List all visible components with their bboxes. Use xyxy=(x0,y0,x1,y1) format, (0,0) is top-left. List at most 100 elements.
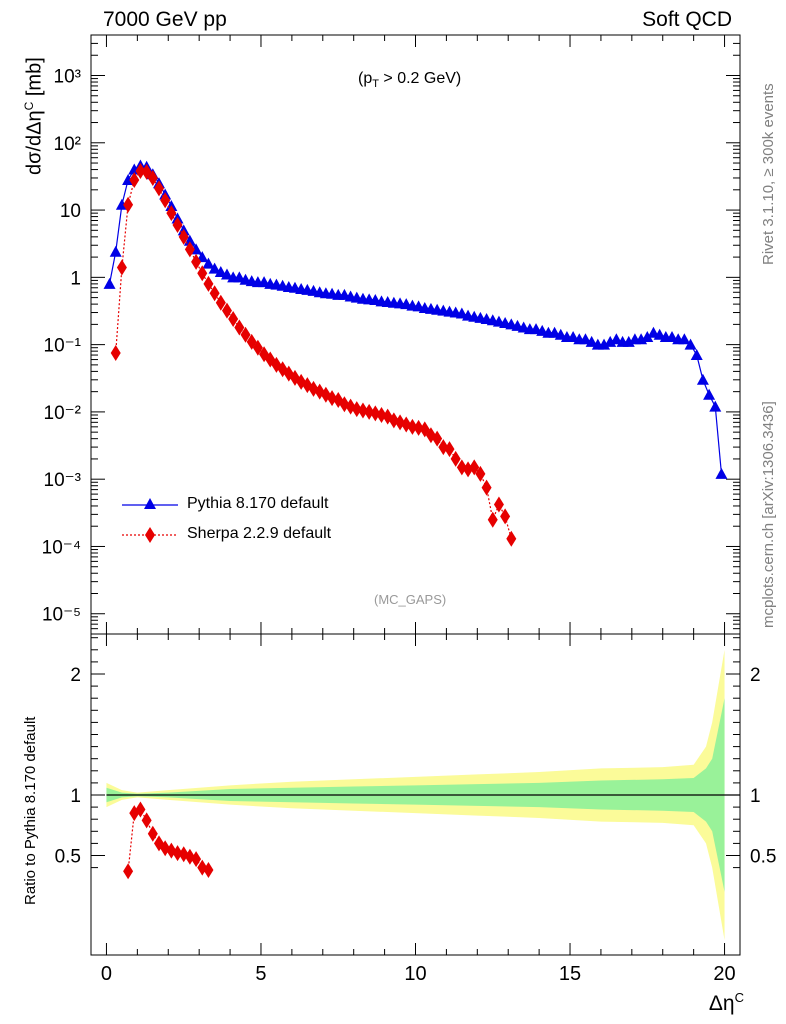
sherpa-point xyxy=(327,390,338,407)
top-y-tick-label: 1 xyxy=(70,268,81,289)
pythia-point xyxy=(103,277,116,289)
sherpa-point xyxy=(506,530,517,547)
sherpa-point xyxy=(413,419,424,436)
cut-label-rest: > 0.2 GeV) xyxy=(378,70,462,87)
sherpa-point xyxy=(376,406,387,423)
sherpa-ratio-point xyxy=(191,851,202,868)
top-y-tick-label: 10³ xyxy=(54,67,81,88)
sherpa-point xyxy=(178,228,189,245)
x-tick-label: 10 xyxy=(404,963,426,985)
sherpa-point xyxy=(444,441,455,458)
sherpa-point xyxy=(252,339,263,356)
sherpa-point xyxy=(197,265,208,282)
cut-label-main: (p xyxy=(358,70,373,87)
sherpa-point xyxy=(184,241,195,258)
sherpa-point xyxy=(407,418,418,435)
sherpa-point xyxy=(116,259,127,276)
sherpa-point xyxy=(364,403,375,420)
analysis-label: (MC_GAPS) xyxy=(374,592,447,607)
bottom-y-tick-label-right: 0.5 xyxy=(750,847,776,868)
sherpa-point xyxy=(147,169,158,186)
pythia-point xyxy=(208,262,221,274)
bottom-y-tick-label-right: 1 xyxy=(750,786,761,807)
x-tick-label: 15 xyxy=(559,963,581,985)
sherpa-point xyxy=(481,479,492,496)
sherpa-point xyxy=(500,508,511,525)
sherpa-ratio-point xyxy=(203,862,214,879)
x-tick-label: 5 xyxy=(255,963,266,985)
header-collision: 7000 GeV pp xyxy=(103,8,227,31)
sherpa-point xyxy=(475,465,486,482)
sherpa-point xyxy=(135,163,146,180)
sherpa-point xyxy=(191,253,202,270)
pythia-point xyxy=(109,245,122,257)
x-tick-label: 20 xyxy=(713,963,735,985)
sherpa-point xyxy=(123,196,134,213)
pythia-point xyxy=(715,467,728,479)
xlabel-sup: C xyxy=(734,990,744,1005)
top-y-tick-label: 10⁻⁴ xyxy=(42,537,81,558)
sherpa-point xyxy=(110,345,121,362)
sherpa-point xyxy=(351,401,362,418)
pythia-point xyxy=(220,268,233,280)
top-y-tick-label: 10⁻³ xyxy=(44,470,82,491)
sherpa-ratio-point xyxy=(123,863,134,880)
pythia-point xyxy=(202,257,215,269)
sherpa-point xyxy=(209,285,220,302)
legend-symbol-pythia xyxy=(122,498,178,509)
pythia-point xyxy=(703,388,716,400)
sherpa-point xyxy=(129,171,140,188)
sherpa-point xyxy=(172,216,183,233)
sherpa-point xyxy=(160,192,171,209)
sherpa-ratio-point xyxy=(141,812,152,829)
x-axis-label: ΔηC xyxy=(709,990,744,1016)
pythia-point xyxy=(214,266,227,278)
sherpa-ratio-point xyxy=(172,845,183,862)
sherpa-ratio-point xyxy=(147,825,158,842)
pythia-point xyxy=(678,333,691,345)
sherpa-point xyxy=(141,163,152,180)
sherpa-point xyxy=(469,459,480,476)
bottom-y-tick-label: 1 xyxy=(70,786,81,807)
pythia-point xyxy=(709,400,722,412)
sherpa-point xyxy=(221,302,232,319)
pythia-point xyxy=(585,335,598,347)
pythia-point xyxy=(684,338,697,350)
xlabel-main: Δη xyxy=(708,992,735,1015)
pythia-point xyxy=(690,349,703,361)
top-panel-frame xyxy=(90,34,741,635)
top-y-tick-label: 10² xyxy=(54,134,81,155)
sherpa-point xyxy=(215,294,226,311)
pythia-point xyxy=(641,330,654,342)
legend-label-sherpa: Sherpa 2.2.9 default xyxy=(187,525,332,542)
sherpa-point xyxy=(493,496,504,513)
bottom-y-tick-label: 0.5 xyxy=(55,847,81,868)
legend-symbol-sherpa xyxy=(122,527,178,543)
sherpa-point xyxy=(487,511,498,528)
legend-label-pythia: Pythia 8.170 default xyxy=(187,495,329,512)
bottom-y-tick-label: 2 xyxy=(70,665,81,686)
pythia-point xyxy=(696,373,709,385)
cut-label-sub: T xyxy=(372,78,379,91)
pythia-point xyxy=(233,271,246,283)
sherpa-point xyxy=(370,405,381,422)
sherpa-point xyxy=(432,430,443,447)
top-y-tick-label: 10 xyxy=(60,201,81,222)
x-tick-label: 0 xyxy=(101,963,112,985)
pythia-point xyxy=(610,333,623,345)
sherpa-point xyxy=(166,205,177,222)
sherpa-point xyxy=(357,402,368,419)
sherpa-point xyxy=(234,319,245,336)
pythia-point xyxy=(579,333,592,345)
top-y-tick-label: 10⁻¹ xyxy=(44,336,82,357)
cut-label: (pT > 0.2 GeV) xyxy=(358,70,461,90)
sherpa-point xyxy=(228,311,239,328)
sherpa-ratio-point xyxy=(135,801,146,818)
sherpa-point xyxy=(246,333,257,350)
sherpa-point xyxy=(153,180,164,197)
top-y-tick-label: 10⁻⁵ xyxy=(42,605,81,626)
pythia-point xyxy=(598,338,611,350)
sherpa-point xyxy=(450,450,461,467)
top-y-tick-label: 10⁻² xyxy=(44,403,82,424)
